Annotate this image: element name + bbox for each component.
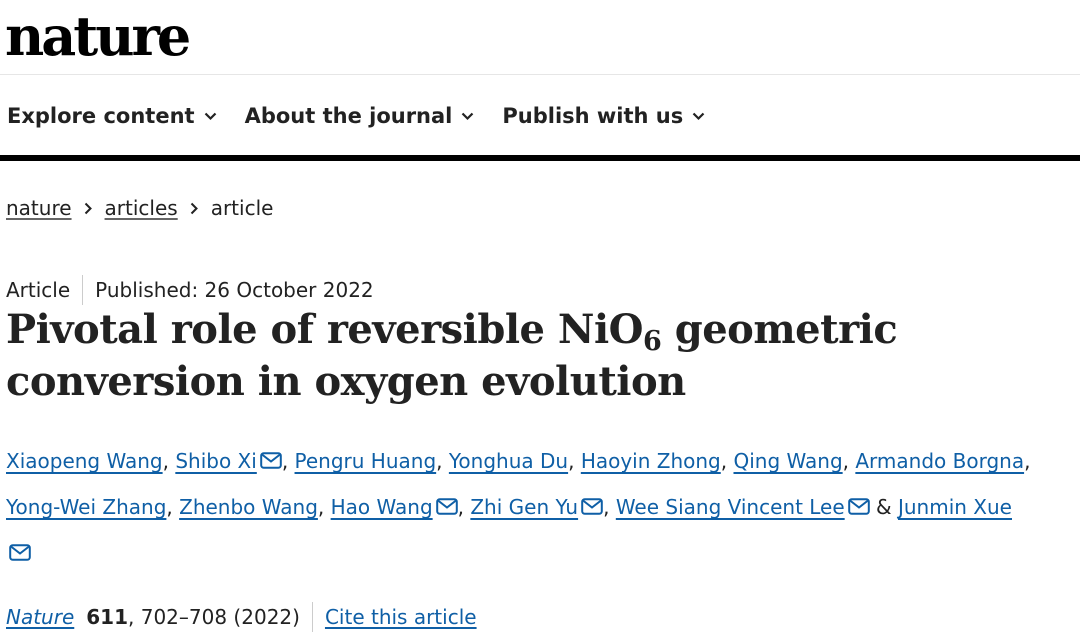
email-icon[interactable]	[581, 498, 603, 515]
author-link[interactable]: Hao Wang	[330, 495, 433, 519]
author-link[interactable]: Zhenbo Wang	[179, 495, 318, 519]
chevron-down-icon	[462, 112, 474, 120]
article-title: Pivotal role of reversible NiO6 geometri…	[6, 304, 1066, 408]
author-separator: ,	[281, 449, 295, 473]
title-part-2: geometric conversion in oxygen evolution	[6, 306, 898, 405]
nav-about-journal[interactable]: About the journal	[245, 96, 475, 136]
meta-divider	[82, 275, 84, 305]
article-type: Article	[6, 278, 71, 302]
author-final-separator: &	[869, 495, 898, 519]
email-icon[interactable]	[260, 452, 282, 469]
nature-logo[interactable]: nature	[5, 4, 191, 68]
nav-explore-content-label: Explore content	[7, 104, 195, 128]
email-icon[interactable]	[435, 498, 458, 515]
chevron-right-icon	[190, 202, 199, 215]
author-separator: ,	[603, 495, 616, 519]
nav-publish-with-us-label: Publish with us	[502, 104, 684, 128]
title-subscript: 6	[643, 326, 662, 357]
citation-line: Nature 611 , 702–708 (2022) Cite this ar…	[6, 602, 477, 632]
pages-year: , 702–708 (2022)	[128, 605, 300, 629]
author-separator: ,	[436, 449, 449, 473]
author-link[interactable]: Shibo Xi	[175, 449, 257, 473]
nav-bottom-bar	[0, 155, 1080, 161]
cite-divider	[311, 602, 313, 632]
author-list: Xiaopeng Wang, Shibo Xi, Pengru Huang, Y…	[6, 438, 1078, 576]
email-icon[interactable]	[847, 498, 870, 515]
volume: 611	[86, 605, 129, 629]
author-separator: ,	[162, 449, 176, 473]
chevron-down-icon	[204, 112, 216, 120]
author-link[interactable]: Junmin Xue	[897, 495, 1012, 519]
nav-explore-content[interactable]: Explore content	[7, 96, 217, 136]
author-separator: ,	[457, 495, 471, 519]
breadcrumb-current: article	[210, 196, 274, 220]
author-separator: ,	[720, 449, 734, 473]
breadcrumb: nature articles article	[6, 193, 273, 223]
author-link[interactable]: Zhi Gen Yu	[470, 495, 579, 519]
nav-about-journal-label: About the journal	[244, 104, 453, 128]
breadcrumb-articles-link[interactable]: articles	[104, 196, 178, 220]
article-meta: Article Published: 26 October 2022	[6, 275, 374, 305]
nav-publish-with-us[interactable]: Publish with us	[502, 96, 705, 136]
chevron-down-icon	[692, 112, 705, 120]
author-link[interactable]: Qing Wang	[733, 449, 843, 473]
title-part-1: Pivotal role of reversible NiO	[6, 306, 644, 353]
author-separator: ,	[1024, 449, 1031, 473]
header-divider	[0, 74, 1080, 75]
chevron-right-icon	[84, 202, 93, 215]
email-icon[interactable]	[9, 544, 31, 561]
author-separator: ,	[568, 449, 581, 473]
published-date: Published: 26 October 2022	[95, 278, 374, 302]
author-separator: ,	[317, 495, 331, 519]
author-link[interactable]: Armando Borgna	[855, 449, 1025, 473]
author-separator: ,	[842, 449, 856, 473]
author-separator: ,	[166, 495, 180, 519]
journal-link[interactable]: Nature	[6, 605, 75, 629]
author-link[interactable]: Wee Siang Vincent Lee	[615, 495, 845, 519]
author-link[interactable]: Pengru Huang	[294, 449, 437, 473]
breadcrumb-home-link[interactable]: nature	[6, 196, 72, 220]
cite-this-article-link[interactable]: Cite this article	[324, 605, 477, 629]
author-link[interactable]: Xiaopeng Wang	[6, 449, 163, 473]
author-link[interactable]: Haoyin Zhong	[580, 449, 721, 473]
author-link[interactable]: Yong-Wei Zhang	[6, 495, 167, 519]
main-nav: Explore content About the journal Publis…	[7, 96, 733, 136]
author-link[interactable]: Yonghua Du	[448, 449, 569, 473]
